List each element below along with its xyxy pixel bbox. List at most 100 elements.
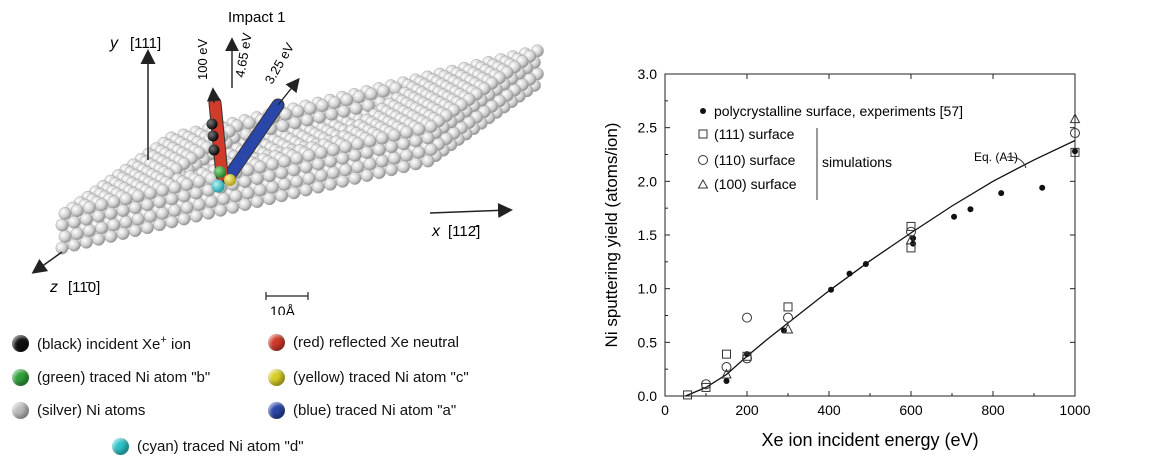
x-tick-label: 600	[899, 402, 923, 418]
ni-atom	[116, 227, 130, 240]
ni-atom	[241, 163, 255, 177]
ni-atom	[278, 154, 291, 168]
ni-atom	[400, 148, 413, 162]
y-tick-label: 2.0	[638, 173, 658, 189]
ni-atom	[302, 172, 316, 185]
ni-atom	[128, 201, 142, 215]
x-tick-label: 400	[817, 402, 841, 418]
point-100-surface	[905, 234, 917, 245]
ni-atom	[201, 206, 215, 220]
ni-atom	[409, 157, 423, 171]
ni-atom	[328, 96, 341, 110]
ni-atom	[177, 212, 191, 226]
ni-atom	[384, 140, 398, 154]
ni-atom	[372, 143, 386, 157]
y-tick-label: 3.0	[638, 66, 658, 82]
ni-atom	[204, 195, 218, 209]
ni-atom	[384, 163, 398, 177]
legend-item-red: (red) reflected Xe neutral	[268, 334, 459, 351]
impact-title: Impact 1	[228, 9, 286, 26]
ni-atom	[143, 186, 157, 200]
ni-atom	[168, 180, 182, 194]
point-experiment	[846, 270, 853, 277]
red-trajectory-arrow	[206, 87, 221, 104]
ni-atom	[299, 160, 313, 174]
point-111-surface	[683, 390, 693, 400]
ni-atom	[95, 198, 109, 212]
point-experiment	[998, 190, 1005, 197]
ni-atom	[300, 113, 314, 127]
ni-atom	[156, 206, 170, 220]
ni-atom	[156, 183, 170, 197]
point-111-surface	[1070, 147, 1080, 157]
legend-marker-experiments	[700, 108, 706, 114]
legend-text-black: (black) incident Xe+ ion	[37, 334, 192, 353]
ni-atom	[165, 215, 179, 229]
ni-atom	[217, 192, 231, 206]
ni-atom	[387, 128, 401, 142]
legend-label-experiments: polycrystalline surface, experiments [57…	[714, 103, 963, 119]
simulations-label: simulations	[822, 154, 892, 170]
legend-item-green: (green) traced Ni atom "b"	[12, 369, 210, 386]
ni-atom	[349, 102, 363, 115]
x-tick-label: 800	[981, 402, 1005, 418]
chart-legend: polycrystalline surface, experiments [57…	[697, 103, 963, 200]
curve-annotation-leader	[1006, 156, 1027, 169]
ni-atom	[131, 189, 145, 203]
ni-atom	[351, 160, 365, 174]
point-111-surface	[701, 382, 711, 392]
point-110-surface	[783, 312, 793, 323]
ni-atom	[116, 204, 130, 217]
traj-label-325ev: 3.25 eV	[262, 40, 298, 87]
legend-text-cyan: (cyan) traced Ni atom "d"	[137, 438, 304, 455]
ni-atom	[131, 212, 145, 226]
ni-atom	[315, 99, 329, 113]
ni-atom	[314, 146, 328, 160]
ni-atom	[421, 154, 435, 168]
red-trajectory	[209, 97, 228, 181]
ni-atom	[128, 224, 142, 238]
point-experiment	[723, 377, 730, 384]
ni-atom	[424, 120, 438, 133]
ni-atom	[376, 84, 390, 98]
blue-ball-icon	[268, 402, 285, 419]
legend-text-blue: (blue) traced Ni atom "a"	[293, 402, 457, 419]
ni-atom	[241, 186, 255, 200]
ni-atom	[348, 148, 362, 162]
point-experiment	[967, 206, 974, 213]
ni-atom	[192, 198, 206, 212]
x-axis-title: Xe ion incident energy (eV)	[761, 430, 978, 450]
legend-text-red: (red) reflected Xe neutral	[293, 334, 459, 351]
ni-atom	[140, 198, 154, 212]
ni-atom	[326, 143, 340, 157]
ni-atom	[177, 189, 191, 203]
ni-atom	[168, 203, 182, 217]
point-experiment	[828, 286, 835, 293]
ni-atom	[397, 160, 410, 174]
ni-atom	[352, 90, 366, 104]
silver-ball-icon	[12, 402, 29, 419]
xe-ion-atom	[208, 144, 220, 156]
y-axis-title: Ni sputtering yield (atoms/ion)	[602, 123, 621, 348]
legend-marker-110	[698, 155, 708, 165]
legend-text-yellow: (yellow) traced Ni atom "c"	[293, 369, 469, 386]
ni-atom	[363, 157, 377, 171]
ni-atom	[409, 134, 423, 148]
point-111-surface	[783, 302, 793, 312]
point-110-surface	[742, 353, 752, 364]
ni-atom	[276, 119, 290, 133]
ni-atom	[326, 166, 340, 180]
ni-atom	[339, 140, 352, 154]
legend-item-blue: (blue) traced Ni atom "a"	[268, 402, 456, 419]
ni-atom	[299, 183, 313, 197]
ni-atom	[325, 107, 338, 121]
md-simulation-panel: y [111] x [112̄] z [11̄0] 10Å Impact 1 1…	[0, 0, 560, 462]
xe-ion-atom	[206, 118, 218, 130]
ni-atom	[238, 175, 252, 188]
z-axis-direction: [11̄0]	[68, 279, 100, 296]
ni-atom	[80, 212, 93, 226]
point-100-surface	[721, 368, 732, 379]
ni-atom	[58, 207, 72, 220]
point-111-surface	[722, 349, 731, 359]
y-tick-label: 0.0	[638, 388, 658, 404]
